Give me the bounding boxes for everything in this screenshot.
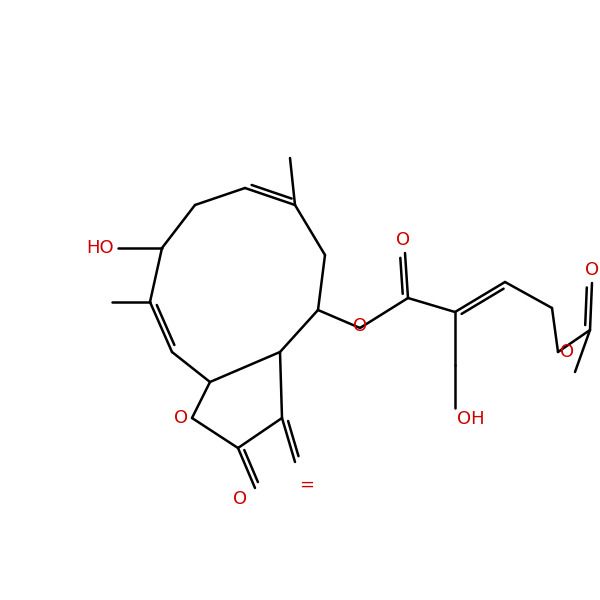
Text: HO: HO <box>86 239 114 257</box>
Text: OH: OH <box>457 410 485 428</box>
Text: O: O <box>585 261 599 279</box>
Text: O: O <box>233 490 247 508</box>
Text: O: O <box>560 343 574 361</box>
Text: O: O <box>396 231 410 249</box>
Text: =: = <box>299 476 314 494</box>
Text: O: O <box>353 317 367 335</box>
Text: O: O <box>174 409 188 427</box>
